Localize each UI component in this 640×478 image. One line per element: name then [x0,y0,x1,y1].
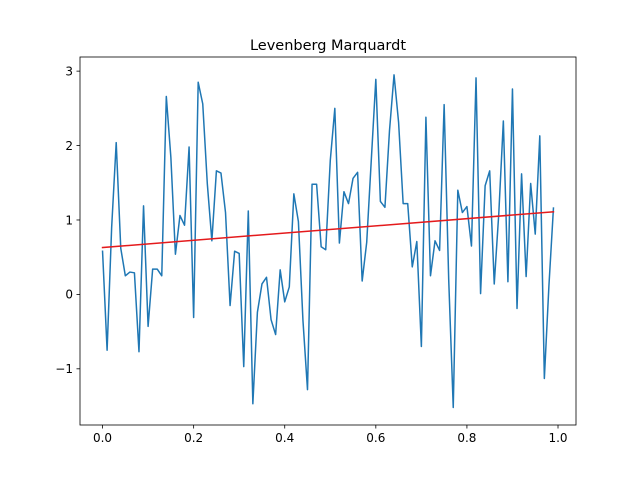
series-line-1 [101,210,555,249]
plot-area [101,74,555,409]
y-tick-label-4: 3 [65,64,73,78]
y-tick-label-3: 2 [65,139,73,153]
series-line-0 [101,74,555,409]
y-tick-label-0: −1 [55,362,73,376]
x-tick-label-5: 1.0 [548,431,567,445]
chart-title: Levenberg Marquardt [250,38,406,54]
x-tick-label-2: 0.4 [275,431,294,445]
x-tick-label-1: 0.2 [184,431,203,445]
y-tick-label-2: 1 [65,213,73,227]
axes-frame [79,56,577,426]
x-tick-label-4: 0.8 [457,431,476,445]
x-tick-label-3: 0.6 [366,431,385,445]
axes: 0.0 0.2 0.4 0.6 0.8 1.0 −1 0 1 2 3 [55,56,577,445]
y-tick-label-1: 0 [65,288,73,302]
x-tick-label-0: 0.0 [93,431,112,445]
